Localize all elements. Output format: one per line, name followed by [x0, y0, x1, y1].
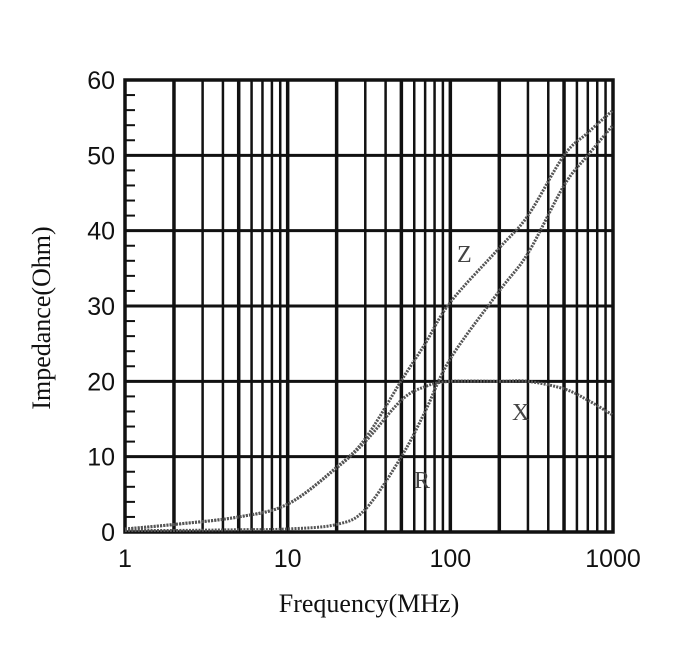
- series-label-r: R: [414, 468, 430, 494]
- y-tick-label: 40: [87, 218, 115, 246]
- curve-z: [124, 109, 615, 531]
- y-tick-label: 10: [87, 444, 115, 472]
- y-tick-label: 30: [87, 293, 115, 321]
- x-tick-label: 100: [429, 545, 471, 573]
- y-tick-label: 0: [101, 519, 115, 547]
- tick-labels: 1 10 100 1000 0 10 20 30 40 50 60: [87, 67, 641, 573]
- y-tick-label: 50: [87, 142, 115, 170]
- plot-frame: [123, 78, 615, 534]
- x-axis-label: Frequency(MHz): [279, 589, 460, 618]
- curve-r: [124, 124, 615, 533]
- grid: [123, 78, 615, 534]
- x-tick-label: 1000: [585, 545, 641, 573]
- y-axis-label: Impedance(Ohm): [27, 226, 56, 409]
- curve-x: [124, 379, 614, 531]
- y-tick-label: 20: [87, 368, 115, 396]
- x-tick-label: 10: [274, 545, 302, 573]
- y-tick-label: 60: [87, 67, 115, 95]
- curves: [124, 109, 615, 533]
- series-label-x: X: [512, 400, 529, 426]
- x-tick-label: 1: [118, 545, 132, 573]
- series-label-z: Z: [457, 242, 472, 268]
